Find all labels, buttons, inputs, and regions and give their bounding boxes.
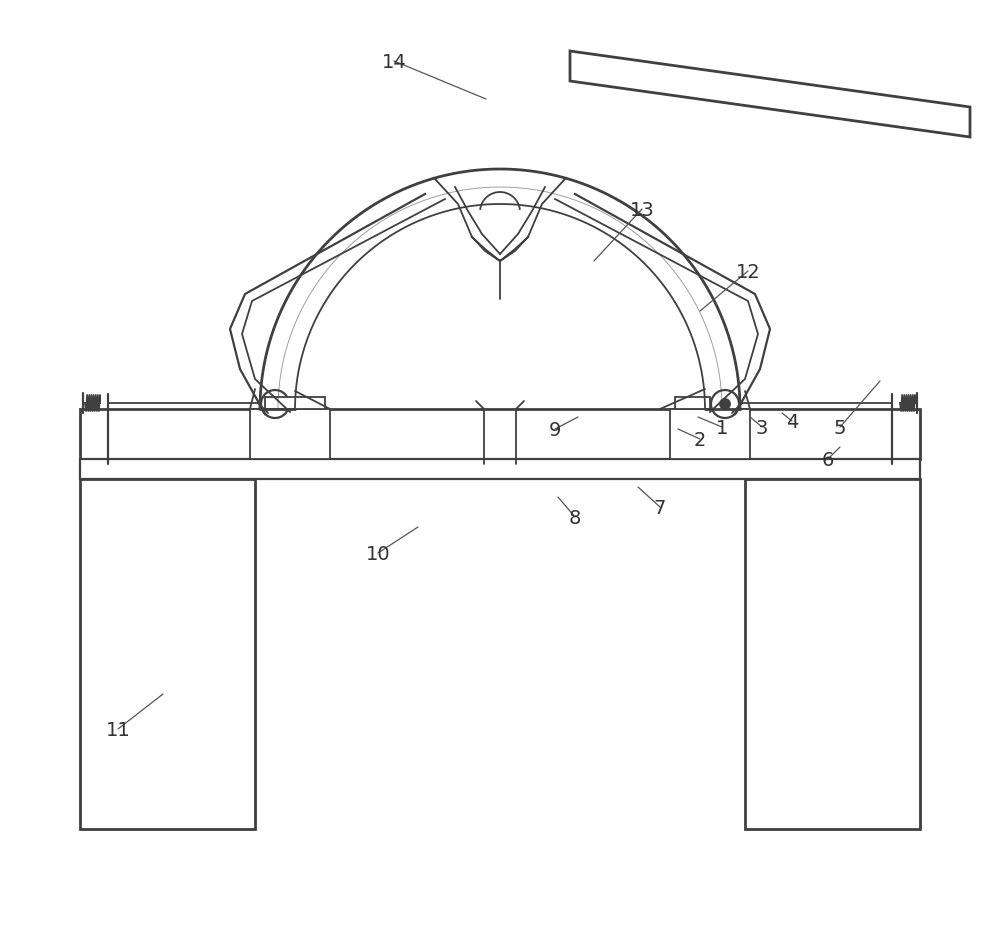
Text: 11: 11 [106,720,130,739]
Text: 7: 7 [654,498,666,517]
Bar [80,409,920,459]
Bar [675,397,710,409]
Circle shape [270,400,280,409]
Text: 13: 13 [630,200,654,219]
Bar [265,397,325,409]
Text: 8: 8 [569,508,581,527]
Bar [80,480,255,829]
Text: 14: 14 [382,53,406,71]
Circle shape [720,400,730,409]
Circle shape [711,391,739,419]
Text: 9: 9 [549,420,561,439]
Text: 4: 4 [786,412,798,431]
Text: 12: 12 [736,263,760,281]
Text: 3: 3 [756,418,768,437]
Bar [80,459,920,480]
Circle shape [261,391,289,419]
Bar [745,480,920,829]
Bar [250,409,330,459]
Text: 10: 10 [366,544,390,563]
Text: 6: 6 [822,450,834,469]
Text: 2: 2 [694,430,706,449]
Text: 1: 1 [716,418,728,437]
Polygon shape [570,52,970,138]
Text: 5: 5 [834,418,846,437]
Bar [670,409,750,459]
